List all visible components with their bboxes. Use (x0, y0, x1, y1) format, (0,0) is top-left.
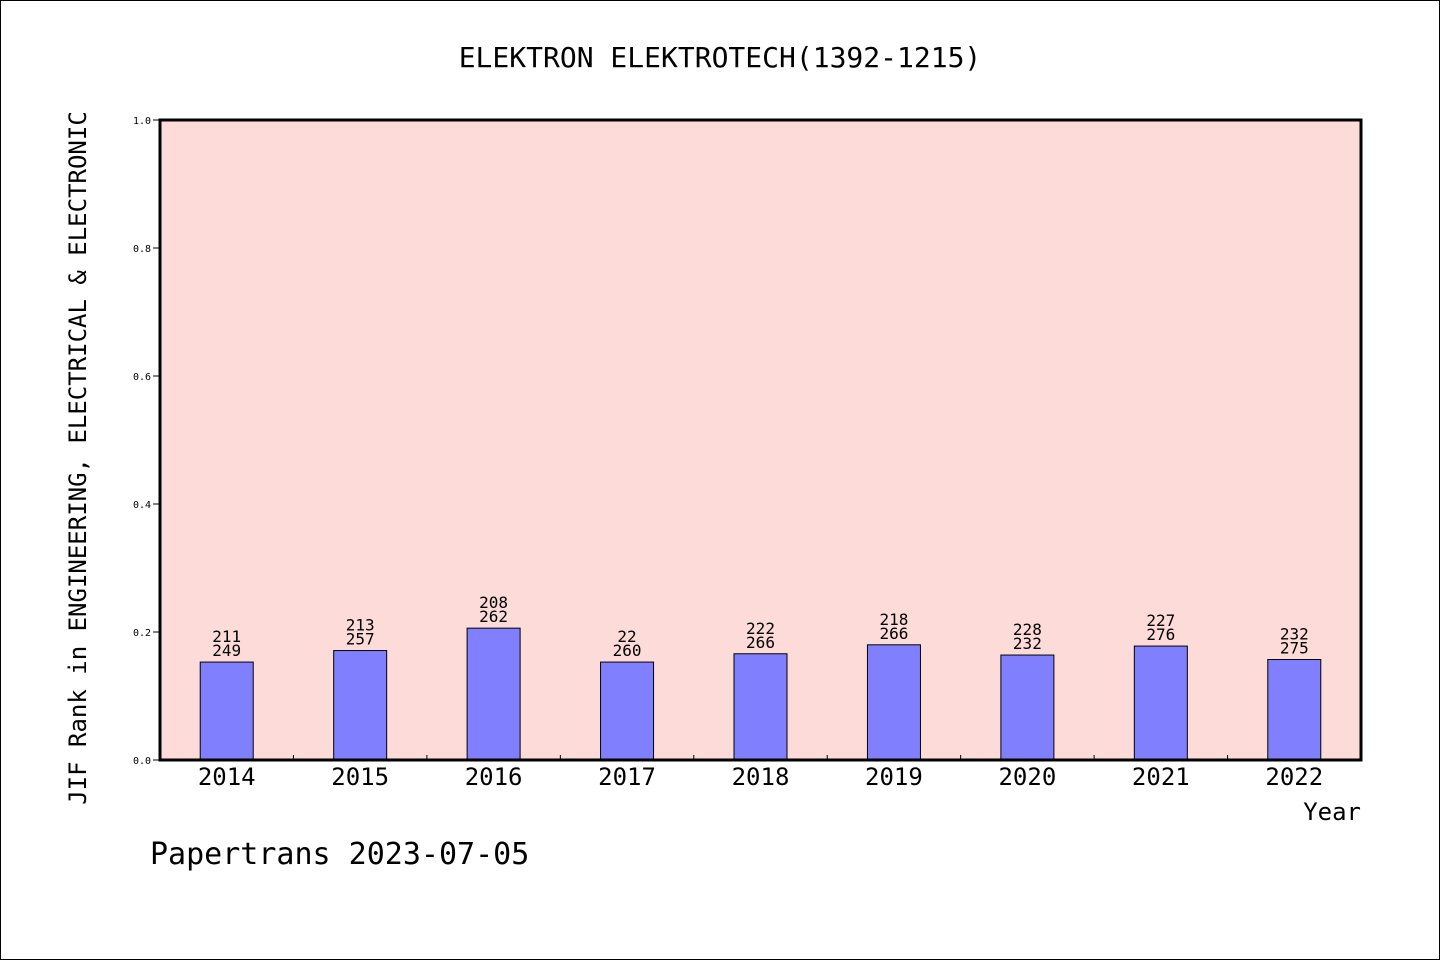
y-tick-label: 0.6 (133, 372, 151, 383)
y-tick-label: 1.0 (133, 116, 151, 127)
bar-2018 (733, 653, 788, 761)
chart-title: ELEKTRON ELEKTROTECH(1392-1215) (459, 41, 982, 74)
bar-total-label: 260 (613, 641, 642, 660)
credit-text: Papertrans 2023-07-05 (150, 837, 529, 872)
bar-total-label: 249 (212, 641, 241, 660)
y-tick-label: 0.0 (133, 756, 151, 767)
x-tick-label: 2020 (998, 763, 1056, 791)
y-tick-label: 0.4 (133, 500, 151, 511)
bar-rank-label: 208 (479, 593, 508, 612)
y-axis: 0.0 0.2 0.4 0.6 0.8 1.0 (133, 116, 160, 767)
x-tick-label: 2016 (465, 763, 523, 791)
bar-2020 (1000, 654, 1055, 761)
bar-total-label: 257 (346, 630, 375, 649)
bar-rank-label: 232 (1280, 625, 1309, 644)
x-axis-label: Year (1303, 798, 1361, 826)
y-axis-label: JIF Rank in ENGINEERING, ELECTRICAL & EL… (64, 111, 92, 805)
plot-border (158, 118, 1363, 762)
x-tick-label: 2018 (732, 763, 790, 791)
bar-total-label: 266 (879, 624, 908, 643)
x-tick-label: 2014 (198, 763, 256, 791)
bar-rank-label: 213 (346, 616, 375, 635)
x-tick-label: 2022 (1265, 763, 1323, 791)
bar-2016 (466, 627, 521, 761)
bar-total-label: 232 (1013, 634, 1042, 653)
bar-rank-label: 22 (617, 627, 636, 646)
bar-rank-label: 227 (1146, 611, 1175, 630)
x-tick-label: 2021 (1132, 763, 1190, 791)
x-tick-label: 2017 (598, 763, 656, 791)
bar-total-label: 262 (479, 607, 508, 626)
bar-total-label: 266 (746, 633, 775, 652)
bar-2021 (1133, 645, 1188, 761)
y-tick-label: 0.8 (133, 244, 151, 255)
bar-rank-label: 211 (212, 627, 241, 646)
bar-2017 (600, 661, 655, 761)
bar-2019 (866, 644, 921, 761)
y-tick-label: 0.2 (133, 628, 151, 639)
x-axis: 2014 2015 2016 2017 2018 2019 2020 2021 2022 (198, 755, 1323, 791)
bar-2014 (199, 661, 254, 761)
x-tick-label: 2015 (331, 763, 389, 791)
bar-2015 (333, 650, 388, 761)
bar-2022 (1267, 659, 1322, 761)
bar-rank-label: 218 (879, 610, 908, 629)
bar-total-label: 276 (1146, 625, 1175, 644)
x-tick-label: 2019 (865, 763, 923, 791)
bar-total-label: 275 (1280, 639, 1309, 658)
bar-rank-label: 222 (746, 619, 775, 638)
bar-rank-label: 228 (1013, 620, 1042, 639)
